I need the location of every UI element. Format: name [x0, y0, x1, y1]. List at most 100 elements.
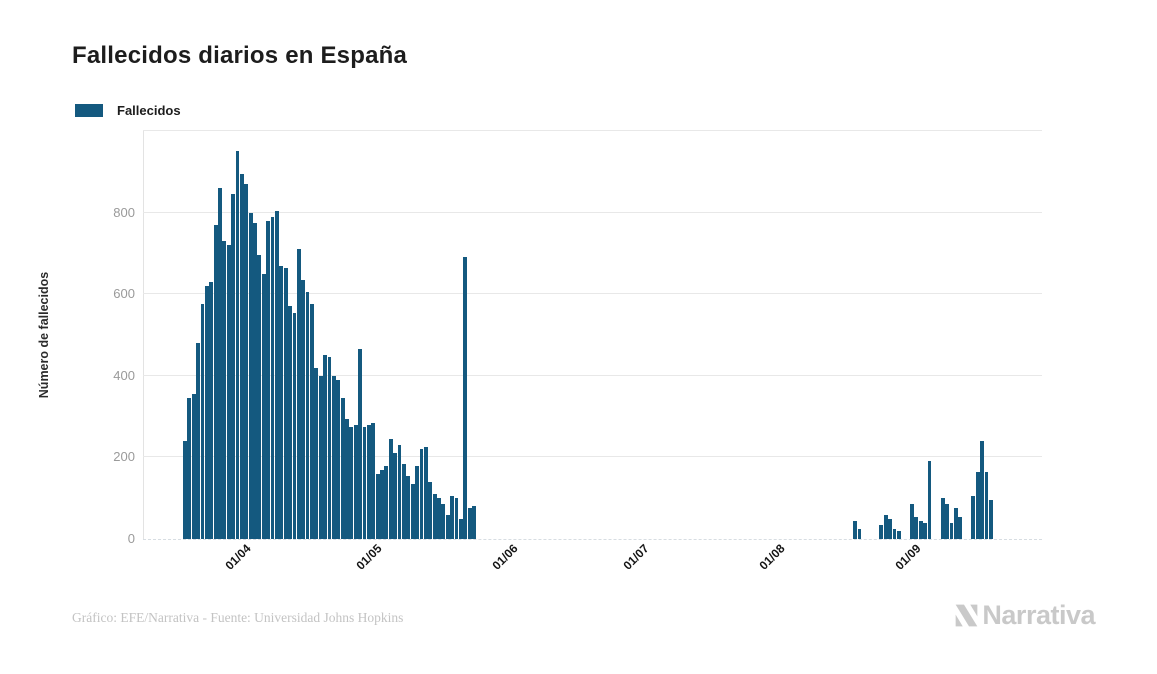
- bar: [336, 379, 341, 539]
- bar: [200, 304, 205, 539]
- bar: [949, 522, 954, 539]
- bar: [266, 220, 271, 539]
- bar: [402, 463, 406, 539]
- bar: [226, 245, 231, 539]
- bar: [984, 471, 989, 539]
- bar: [310, 304, 314, 539]
- bar: [918, 520, 923, 539]
- bar: [428, 481, 433, 539]
- bar: [345, 418, 349, 539]
- bar: [204, 286, 209, 539]
- bar: [209, 281, 214, 539]
- bar: [353, 424, 358, 539]
- legend[interactable]: Fallecidos: [75, 103, 181, 118]
- bar: [423, 447, 428, 539]
- gridline: [143, 293, 1042, 295]
- bar: [231, 194, 236, 539]
- x-tick-label: 01/06: [489, 541, 521, 573]
- y-tick-label: 600: [113, 286, 135, 302]
- gridline: [143, 211, 1042, 213]
- bar: [857, 528, 862, 539]
- bar: [879, 524, 884, 539]
- bar: [279, 265, 284, 539]
- narrativa-n-icon: [956, 604, 978, 627]
- bar: [235, 151, 240, 539]
- bar: [292, 312, 297, 539]
- bar: [410, 483, 415, 539]
- bar: [239, 173, 244, 539]
- bar: [441, 504, 446, 539]
- bar: [191, 394, 196, 539]
- bar: [301, 279, 306, 539]
- bar: [270, 216, 275, 539]
- bar: [362, 426, 367, 539]
- bar: [958, 516, 963, 539]
- bar: [384, 465, 389, 539]
- bar: [988, 500, 993, 539]
- bar: [467, 508, 472, 539]
- bar: [923, 522, 928, 539]
- bar: [366, 424, 371, 539]
- bar: [980, 441, 984, 539]
- x-tick-label: 01/04: [222, 541, 254, 573]
- bar: [283, 267, 288, 539]
- bar: [213, 224, 218, 539]
- y-axis-line: [143, 131, 144, 539]
- bar: [892, 528, 897, 539]
- x-tick-label: 01/07: [620, 541, 652, 573]
- bar: [196, 343, 200, 539]
- bar: [472, 506, 476, 539]
- legend-swatch: [75, 104, 103, 117]
- bar: [415, 465, 419, 539]
- gridline: [143, 374, 1042, 376]
- bar: [883, 514, 888, 539]
- x-tick-label: 01/05: [353, 541, 385, 573]
- x-tick-label: 01/09: [892, 541, 924, 573]
- bar: [458, 518, 463, 539]
- legend-label: Fallecidos: [117, 103, 181, 118]
- x-axis-line: [143, 539, 1042, 540]
- bar: [274, 210, 279, 539]
- bar: [253, 222, 257, 539]
- bar: [454, 498, 459, 539]
- bar: [375, 473, 380, 539]
- bar: [945, 504, 949, 539]
- brand-logo: Narrativa: [954, 600, 1095, 631]
- bar: [397, 445, 402, 539]
- bar: [257, 255, 262, 539]
- bar: [380, 469, 384, 539]
- bar: [927, 461, 932, 539]
- bar: [248, 212, 253, 539]
- y-tick-label: 200: [113, 449, 135, 465]
- bar: [953, 508, 958, 539]
- bar: [358, 349, 363, 539]
- bar: [331, 375, 336, 539]
- bar: [314, 367, 319, 539]
- bar: [445, 514, 450, 539]
- bar: [388, 439, 393, 539]
- bar: [450, 496, 455, 539]
- bar: [349, 426, 354, 539]
- gridline: [143, 456, 1042, 458]
- y-tick-label: 400: [113, 367, 135, 383]
- bar: [896, 530, 901, 539]
- bar: [463, 257, 468, 539]
- bar: [323, 355, 327, 539]
- bar: [244, 184, 249, 539]
- bar: [910, 504, 914, 539]
- plot-area: [143, 130, 1042, 540]
- y-axis-title: Número de fallecidos: [37, 271, 51, 399]
- bar: [971, 496, 976, 539]
- bar: [327, 357, 332, 539]
- bar: [318, 375, 323, 539]
- bar: [437, 498, 441, 539]
- bar: [187, 398, 192, 539]
- bar: [305, 292, 310, 539]
- bar: [940, 498, 945, 539]
- bar: [975, 471, 980, 539]
- gridline: [143, 130, 1042, 131]
- bar: [888, 518, 893, 539]
- bar: [406, 475, 411, 539]
- x-tick-label: 01/08: [756, 541, 788, 573]
